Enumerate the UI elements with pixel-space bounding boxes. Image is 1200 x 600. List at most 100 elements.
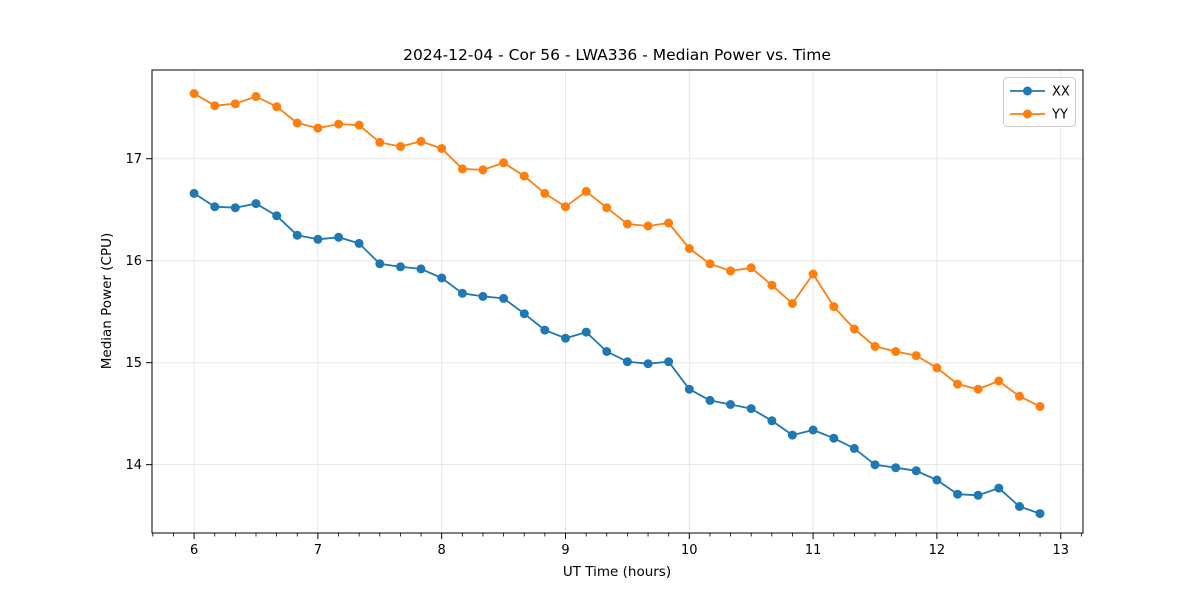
y-axis-label: Median Power (CPU) <box>99 233 115 369</box>
legend-label-yy: YY <box>1051 108 1068 123</box>
data-point-xx <box>210 202 220 212</box>
data-point-xx <box>808 425 818 435</box>
data-point-xx <box>313 234 323 244</box>
data-point-yy <box>787 299 797 308</box>
data-point-xx <box>746 404 756 414</box>
x-tick-label: 9 <box>561 543 569 558</box>
data-point-xx <box>994 483 1004 493</box>
data-point-xx <box>602 347 612 356</box>
legend: XX YY <box>1003 77 1076 127</box>
data-point-xx <box>457 288 467 298</box>
data-point-yy <box>870 341 880 351</box>
data-point-yy <box>932 363 942 373</box>
data-point-xx <box>849 443 859 453</box>
data-point-yy <box>478 165 488 175</box>
data-point-yy <box>622 219 632 229</box>
legend-item-yy: YY <box>1010 108 1068 123</box>
data-point-yy <box>1015 391 1024 401</box>
y-tick-label: 15 <box>125 356 142 371</box>
data-point-yy <box>519 171 529 181</box>
data-point-xx <box>829 433 839 443</box>
data-point-xx <box>1015 502 1024 511</box>
chart-title: 2024-12-04 - Cor 56 - LWA336 - Median Po… <box>403 46 831 64</box>
data-point-xx <box>519 309 529 319</box>
data-point-xx <box>396 262 405 272</box>
data-point-yy <box>808 269 818 279</box>
x-tick-label: 13 <box>1052 543 1069 558</box>
y-tick-label: 14 <box>125 458 142 473</box>
x-tick-label: 7 <box>314 543 322 558</box>
data-point-yy <box>891 347 901 356</box>
data-point-xx <box>272 211 282 221</box>
data-point-yy <box>540 188 550 198</box>
x-tick-label: 6 <box>190 543 198 558</box>
data-point-xx <box>664 357 674 367</box>
legend-item-xx: XX <box>1010 85 1070 100</box>
data-point-xx <box>561 333 570 343</box>
data-point-xx <box>767 416 777 426</box>
data-point-yy <box>849 324 859 334</box>
data-point-xx <box>354 238 364 248</box>
data-point-xx <box>684 384 694 394</box>
data-point-xx <box>622 357 632 367</box>
data-point-yy <box>334 119 344 129</box>
grid-layer <box>152 70 1083 533</box>
data-point-yy <box>210 101 220 111</box>
data-point-yy <box>602 203 612 213</box>
data-point-yy <box>354 120 364 130</box>
data-point-yy <box>746 263 756 273</box>
data-point-yy <box>230 99 240 109</box>
series-line-yy <box>193 92 1041 408</box>
data-point-xx <box>705 395 715 405</box>
data-point-xx <box>230 203 240 213</box>
plot-border <box>151 69 1084 534</box>
data-point-yy <box>911 351 921 361</box>
data-point-xx <box>973 490 983 500</box>
data-point-yy <box>705 259 715 269</box>
data-point-xx <box>334 232 344 242</box>
data-point-yy <box>375 137 385 147</box>
x-tick-label: 8 <box>438 543 446 558</box>
data-point-xx <box>870 460 880 470</box>
data-point-xx <box>499 293 509 303</box>
data-point-yy <box>829 302 839 312</box>
data-point-xx <box>911 466 921 476</box>
data-point-yy <box>994 376 1004 386</box>
x-tick-label: 11 <box>805 543 822 558</box>
legend-marker-xx-icon <box>1023 86 1032 96</box>
data-point-xx <box>891 463 901 473</box>
data-point-yy <box>189 89 199 98</box>
data-point-xx <box>932 475 942 485</box>
data-point-yy <box>313 123 323 133</box>
x-tick-label: 10 <box>681 543 698 558</box>
data-point-yy <box>396 142 405 151</box>
data-point-yy <box>272 102 282 112</box>
data-point-yy <box>561 202 570 212</box>
data-point-xx <box>540 325 550 335</box>
data-point-xx <box>478 291 488 301</box>
y-tick-label: 17 <box>125 152 142 167</box>
data-point-yy <box>457 164 467 174</box>
data-point-yy <box>251 92 261 101</box>
data-point-xx <box>643 359 653 369</box>
data-point-xx <box>189 188 199 198</box>
y-tick-label: 16 <box>125 254 142 269</box>
data-point-yy <box>581 186 591 196</box>
legend-label-xx: XX <box>1052 85 1070 100</box>
data-point-xx <box>787 430 797 440</box>
data-point-yy <box>973 384 983 394</box>
data-point-yy <box>684 244 694 253</box>
series-layer <box>189 89 1045 519</box>
data-point-xx <box>437 273 447 283</box>
data-point-xx <box>953 489 963 499</box>
data-point-yy <box>953 379 963 389</box>
data-point-yy <box>416 136 426 146</box>
data-point-yy <box>437 144 447 153</box>
data-point-yy <box>499 158 509 168</box>
data-point-xx <box>726 400 735 409</box>
data-point-yy <box>292 118 302 128</box>
data-point-xx <box>375 259 385 269</box>
data-point-yy <box>643 221 653 231</box>
